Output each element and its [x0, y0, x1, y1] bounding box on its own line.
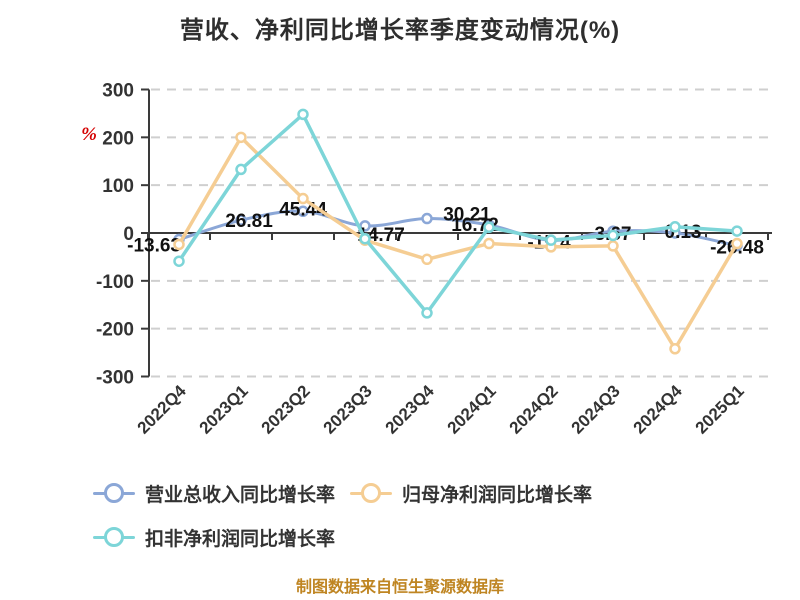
data-point-series-0 [297, 205, 309, 218]
series-line-1 [177, 135, 739, 351]
legend-item-net-profit-growth[interactable]: 归母净利润同比增长率 [350, 481, 593, 506]
y-axis-label: 100 [102, 176, 134, 197]
data-point-series-2 [421, 307, 433, 319]
y-axis-label: 0 [123, 224, 134, 245]
x-axis-label: 2023Q1 [196, 381, 252, 437]
data-point-series-0 [235, 214, 247, 226]
data-point-series-1 [669, 343, 681, 355]
legend-label-revenue: 营业总收入同比增长率 [145, 484, 336, 506]
legend-marker-revenue-icon [93, 481, 135, 505]
data-point-series-2 [545, 234, 557, 246]
x-axis-label: 2023Q3 [320, 381, 376, 437]
data-point-series-2 [731, 225, 743, 237]
data-label: 30.21 [443, 205, 491, 226]
legend-marker-deducted-net-profit-icon [93, 525, 135, 549]
data-point-series-2 [173, 255, 185, 267]
legend-label-net-profit: 归母净利润同比增长率 [402, 484, 593, 506]
y-axis-label: -300 [96, 367, 134, 388]
x-axis-label: 2024Q2 [506, 381, 562, 437]
x-axis-label: 2025Q1 [692, 381, 748, 437]
x-axis-label: 2023Q4 [382, 381, 439, 438]
y-axis-unit-label: % [81, 124, 97, 145]
legend-label-deducted-net-profit: 扣非净利润同比增长率 [145, 528, 336, 550]
data-label: -13.63 [127, 236, 181, 257]
data-point-series-1 [235, 131, 247, 144]
data-point-series-1 [421, 253, 433, 266]
data-point-series-1 [173, 238, 185, 251]
data-point-series-2 [297, 108, 309, 121]
legend-item-revenue-growth[interactable]: 营业总收入同比增长率 [93, 481, 336, 506]
data-point-series-1 [483, 237, 495, 250]
data-label: 26.81 [225, 211, 273, 232]
data-point-series-1 [731, 237, 743, 250]
data-point-series-2 [235, 163, 247, 176]
data-point-series-0 [421, 212, 433, 225]
legend-marker-net-profit-icon [350, 481, 392, 505]
x-axis-label: 2023Q2 [258, 381, 314, 437]
x-axis-label: 2024Q1 [444, 381, 500, 437]
data-point-series-2 [483, 221, 495, 234]
series-line-2 [177, 112, 739, 315]
data-label: 45.44 [279, 199, 327, 220]
y-axis-label: -200 [96, 320, 134, 341]
data-point-series-2 [359, 232, 371, 245]
x-axis-label: 2024Q3 [568, 381, 624, 437]
data-point-series-2 [607, 229, 619, 242]
y-axis-label: 200 [102, 128, 134, 149]
chart-title: 营收、净利同比增长率季度变动情况(%) [179, 17, 621, 44]
y-axis-label: -100 [96, 272, 134, 293]
y-axis-label: 300 [102, 81, 134, 102]
data-source-note: 制图数据来自恒生聚源数据库 [295, 579, 504, 596]
data-point-series-1 [297, 192, 309, 205]
legend-item-deducted-net-profit-growth[interactable]: 扣非净利润同比增长率 [93, 525, 336, 550]
x-axis-label: 2024Q4 [630, 381, 687, 438]
x-axis-label: 2022Q4 [134, 381, 191, 438]
data-point-series-2 [669, 221, 681, 233]
data-point-series-1 [607, 240, 619, 252]
